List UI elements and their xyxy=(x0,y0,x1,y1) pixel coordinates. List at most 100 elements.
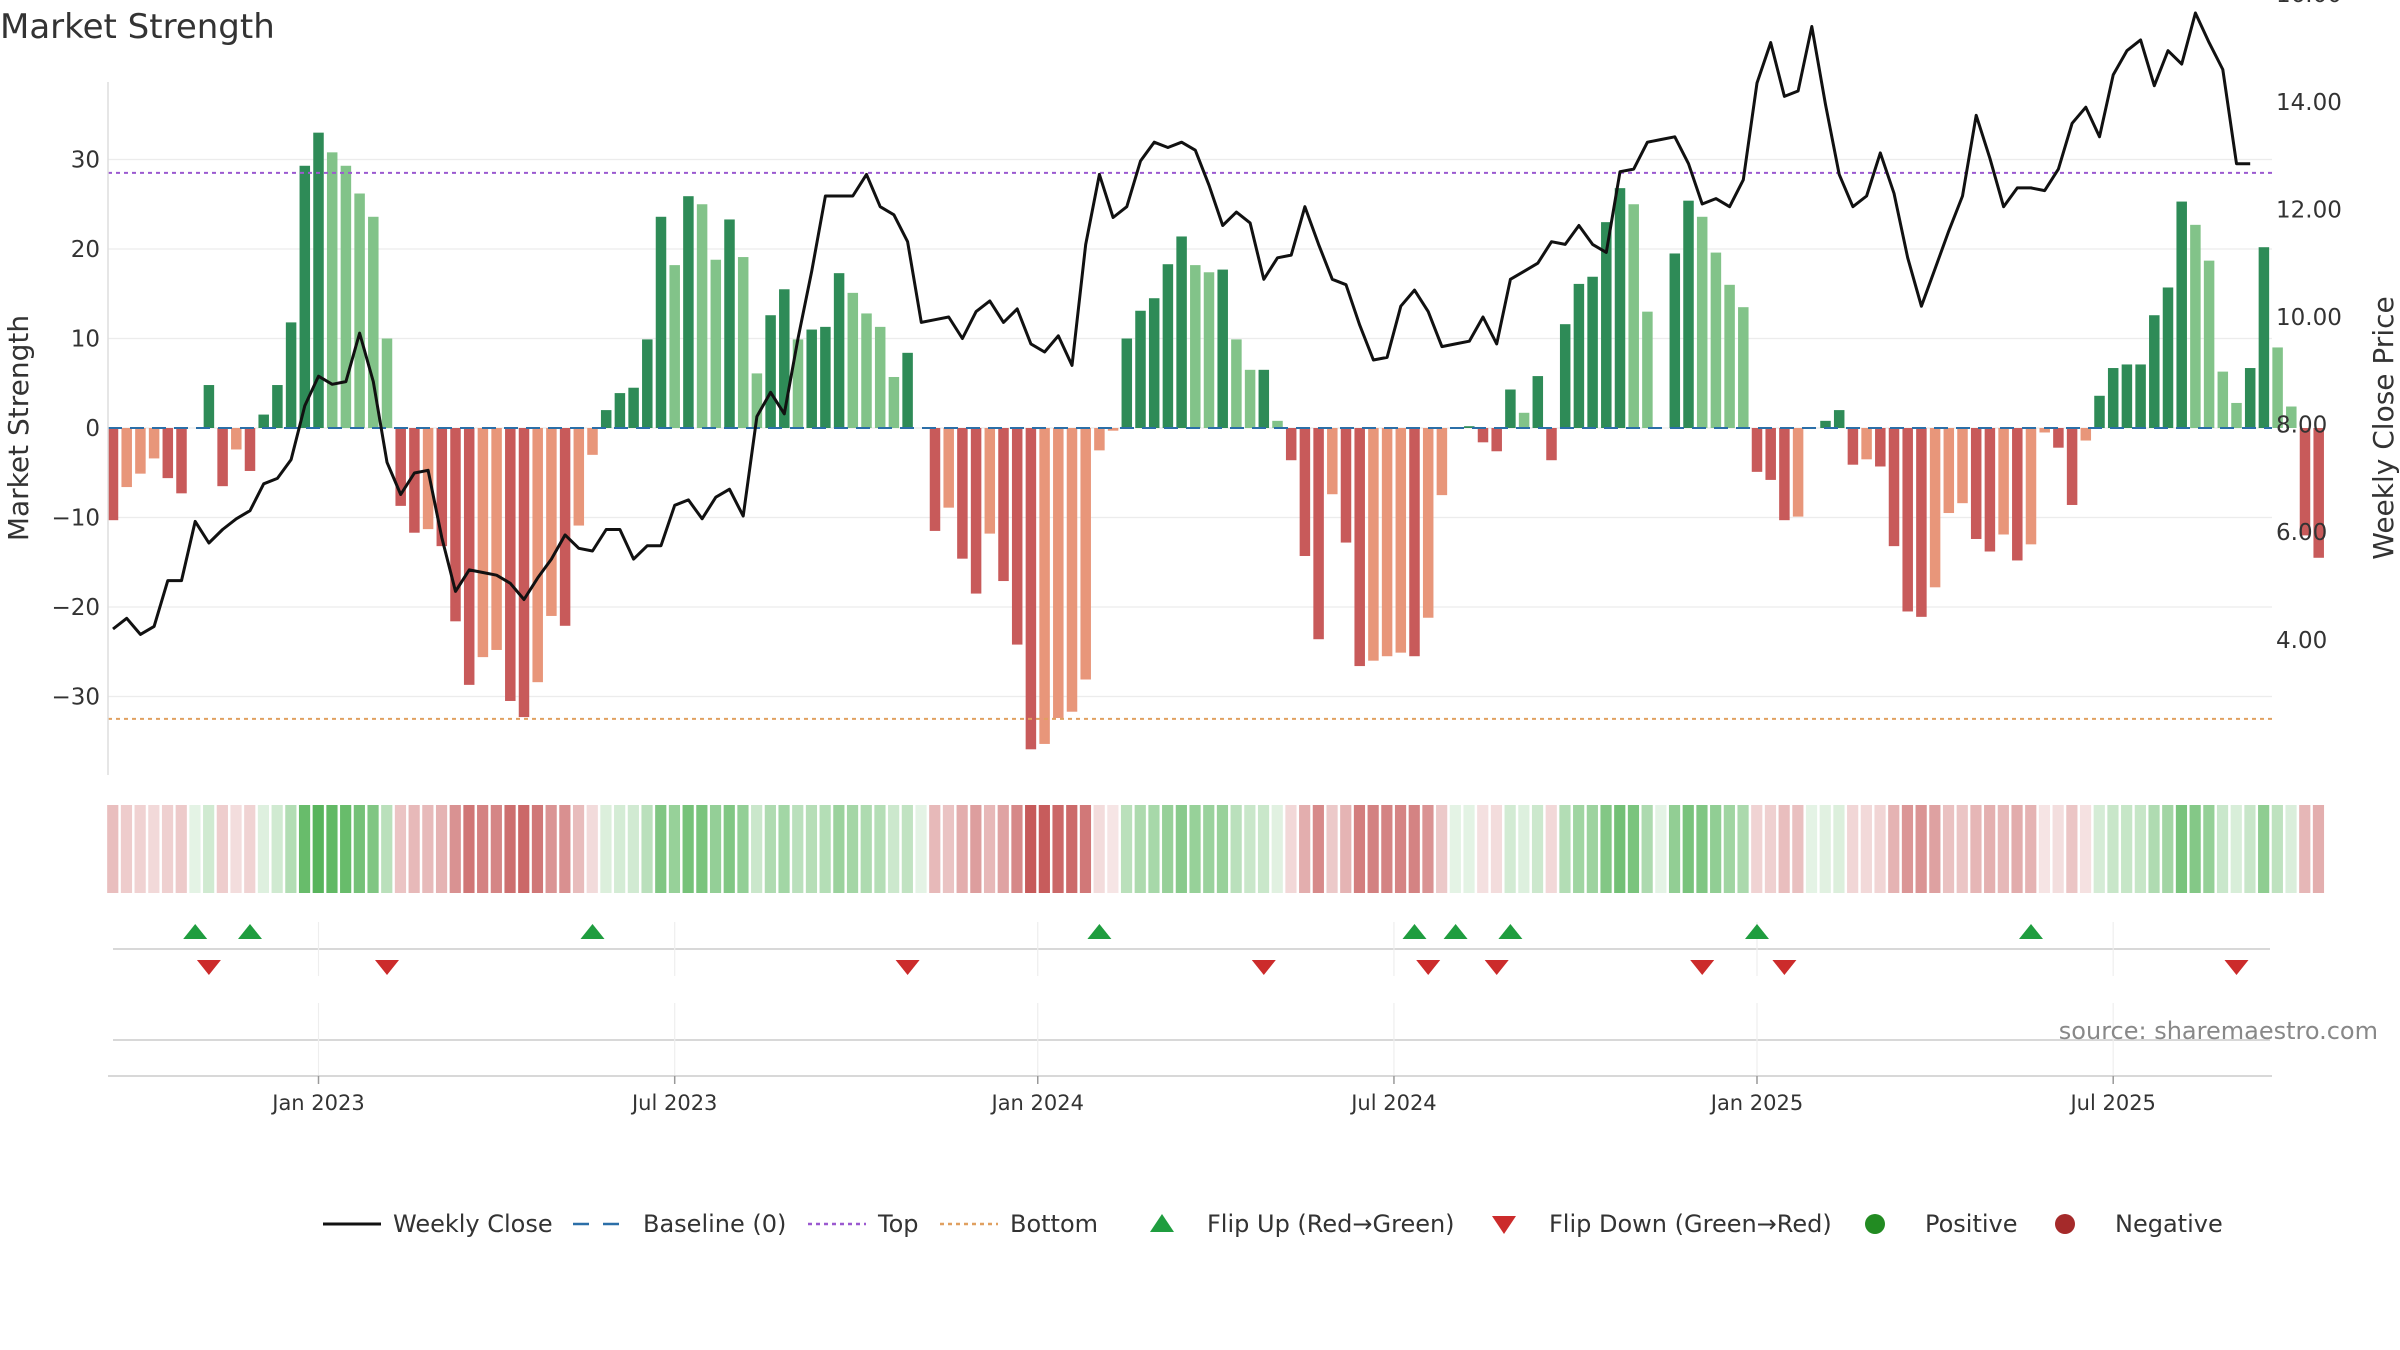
heat-cell xyxy=(107,805,119,893)
heat-cell xyxy=(723,805,735,893)
legend-swatch-flip-up xyxy=(1150,1214,1174,1232)
heat-cell xyxy=(2107,805,2119,893)
strength-bar xyxy=(1176,236,1187,428)
strength-bar xyxy=(546,428,557,616)
strength-bar xyxy=(573,428,585,526)
strength-bar xyxy=(1642,311,1653,428)
strength-bar xyxy=(2190,224,2201,428)
heat-cell xyxy=(1162,805,1174,893)
strength-bar xyxy=(121,428,132,488)
heat-cell xyxy=(1107,805,1119,893)
heat-cell xyxy=(1449,805,1461,893)
strength-bar xyxy=(244,428,256,471)
heat-cell xyxy=(312,805,324,893)
strength-bar xyxy=(532,428,543,683)
x-tick-label: Jul 2024 xyxy=(1349,1091,1436,1115)
flip-down-marker xyxy=(1251,960,1276,975)
strength-bar xyxy=(340,165,352,428)
strength-bar xyxy=(422,428,434,530)
heat-cell xyxy=(1764,805,1777,893)
heat-cell xyxy=(778,805,790,893)
heat-cell xyxy=(1929,805,1941,893)
heat-cell xyxy=(1860,805,1872,893)
heat-cell xyxy=(230,805,242,893)
strength-bar xyxy=(1696,216,1708,428)
strength-bar xyxy=(1792,428,1804,517)
strength-bar xyxy=(436,428,448,547)
heat-cell xyxy=(381,805,393,893)
heat-cell xyxy=(2244,805,2256,893)
strength-bar xyxy=(1053,428,1064,718)
heat-cell xyxy=(1710,805,1722,893)
heat-cell xyxy=(134,805,146,893)
strength-bar xyxy=(669,265,680,428)
heat-cell xyxy=(148,805,160,893)
heat-cell xyxy=(1381,805,1393,893)
strength-bar xyxy=(1957,428,1968,504)
strength-bar xyxy=(628,387,639,428)
heat-cell xyxy=(1436,805,1448,893)
strength-bar xyxy=(1518,412,1530,428)
strength-bar xyxy=(1861,428,1872,460)
heat-cell xyxy=(1394,805,1407,893)
heat-cell xyxy=(860,805,872,893)
heat-cell xyxy=(1833,805,1845,893)
heat-cell xyxy=(1340,805,1352,893)
x-tick-label: Jan 2023 xyxy=(270,1091,365,1115)
strength-bar xyxy=(779,289,790,428)
heat-cell xyxy=(2203,805,2215,893)
heat-cell xyxy=(2230,805,2242,893)
strength-bar xyxy=(2080,428,2092,441)
strength-bar xyxy=(874,326,886,428)
flip-up-marker xyxy=(238,924,262,939)
heat-cell xyxy=(1326,805,1338,893)
strength-bar xyxy=(1847,428,1859,465)
strength-bar xyxy=(559,428,571,626)
strength-bar xyxy=(1340,428,1352,543)
strength-bar xyxy=(957,428,968,559)
heat-cell xyxy=(1655,805,1667,893)
heat-cell xyxy=(216,805,228,893)
flip-up-marker xyxy=(1443,924,1468,939)
heat-cell xyxy=(463,805,475,893)
strength-bar xyxy=(642,339,653,428)
heat-cell xyxy=(764,805,776,893)
heat-cell xyxy=(422,805,434,893)
strength-bar xyxy=(1094,428,1105,451)
heat-cell xyxy=(627,805,639,893)
strength-bar xyxy=(1313,428,1324,640)
strength-bar xyxy=(2053,428,2064,448)
heat-cell xyxy=(696,805,708,893)
strength-bar xyxy=(2176,201,2187,428)
strength-bar xyxy=(1368,428,1379,661)
heat-cell xyxy=(1299,805,1311,893)
heat-cell xyxy=(600,805,612,893)
legend-label: Baseline (0) xyxy=(643,1210,786,1238)
heat-cell xyxy=(1134,805,1146,893)
strength-bar xyxy=(1669,253,1681,428)
heat-cell xyxy=(2285,805,2297,893)
strength-bar xyxy=(2203,260,2215,428)
heat-cell xyxy=(559,805,571,893)
y-right-tick-label: 6.00 xyxy=(2276,520,2327,546)
strength-bar xyxy=(1943,428,1955,514)
weekly-close-line xyxy=(112,11,2251,636)
heat-cell xyxy=(1408,805,1420,893)
heat-cell xyxy=(435,805,448,893)
strength-bar xyxy=(2149,315,2160,428)
strength-bar xyxy=(1258,369,1270,428)
heat-cell xyxy=(1093,805,1105,893)
strength-bar xyxy=(2162,287,2174,428)
strength-bar xyxy=(258,414,269,428)
heat-cell xyxy=(2148,805,2160,893)
strength-bar xyxy=(1738,307,1749,428)
heat-cell xyxy=(929,805,941,893)
y-right-tick-label: 16.00 xyxy=(2276,0,2342,8)
strength-bar xyxy=(1888,428,1900,547)
strength-bar xyxy=(1573,283,1585,428)
strength-bar xyxy=(724,219,735,428)
strength-bar xyxy=(1299,428,1311,556)
strength-bar xyxy=(1327,428,1338,495)
heat-cell xyxy=(353,805,365,893)
y-right-tick-label: 8.00 xyxy=(2276,413,2327,439)
